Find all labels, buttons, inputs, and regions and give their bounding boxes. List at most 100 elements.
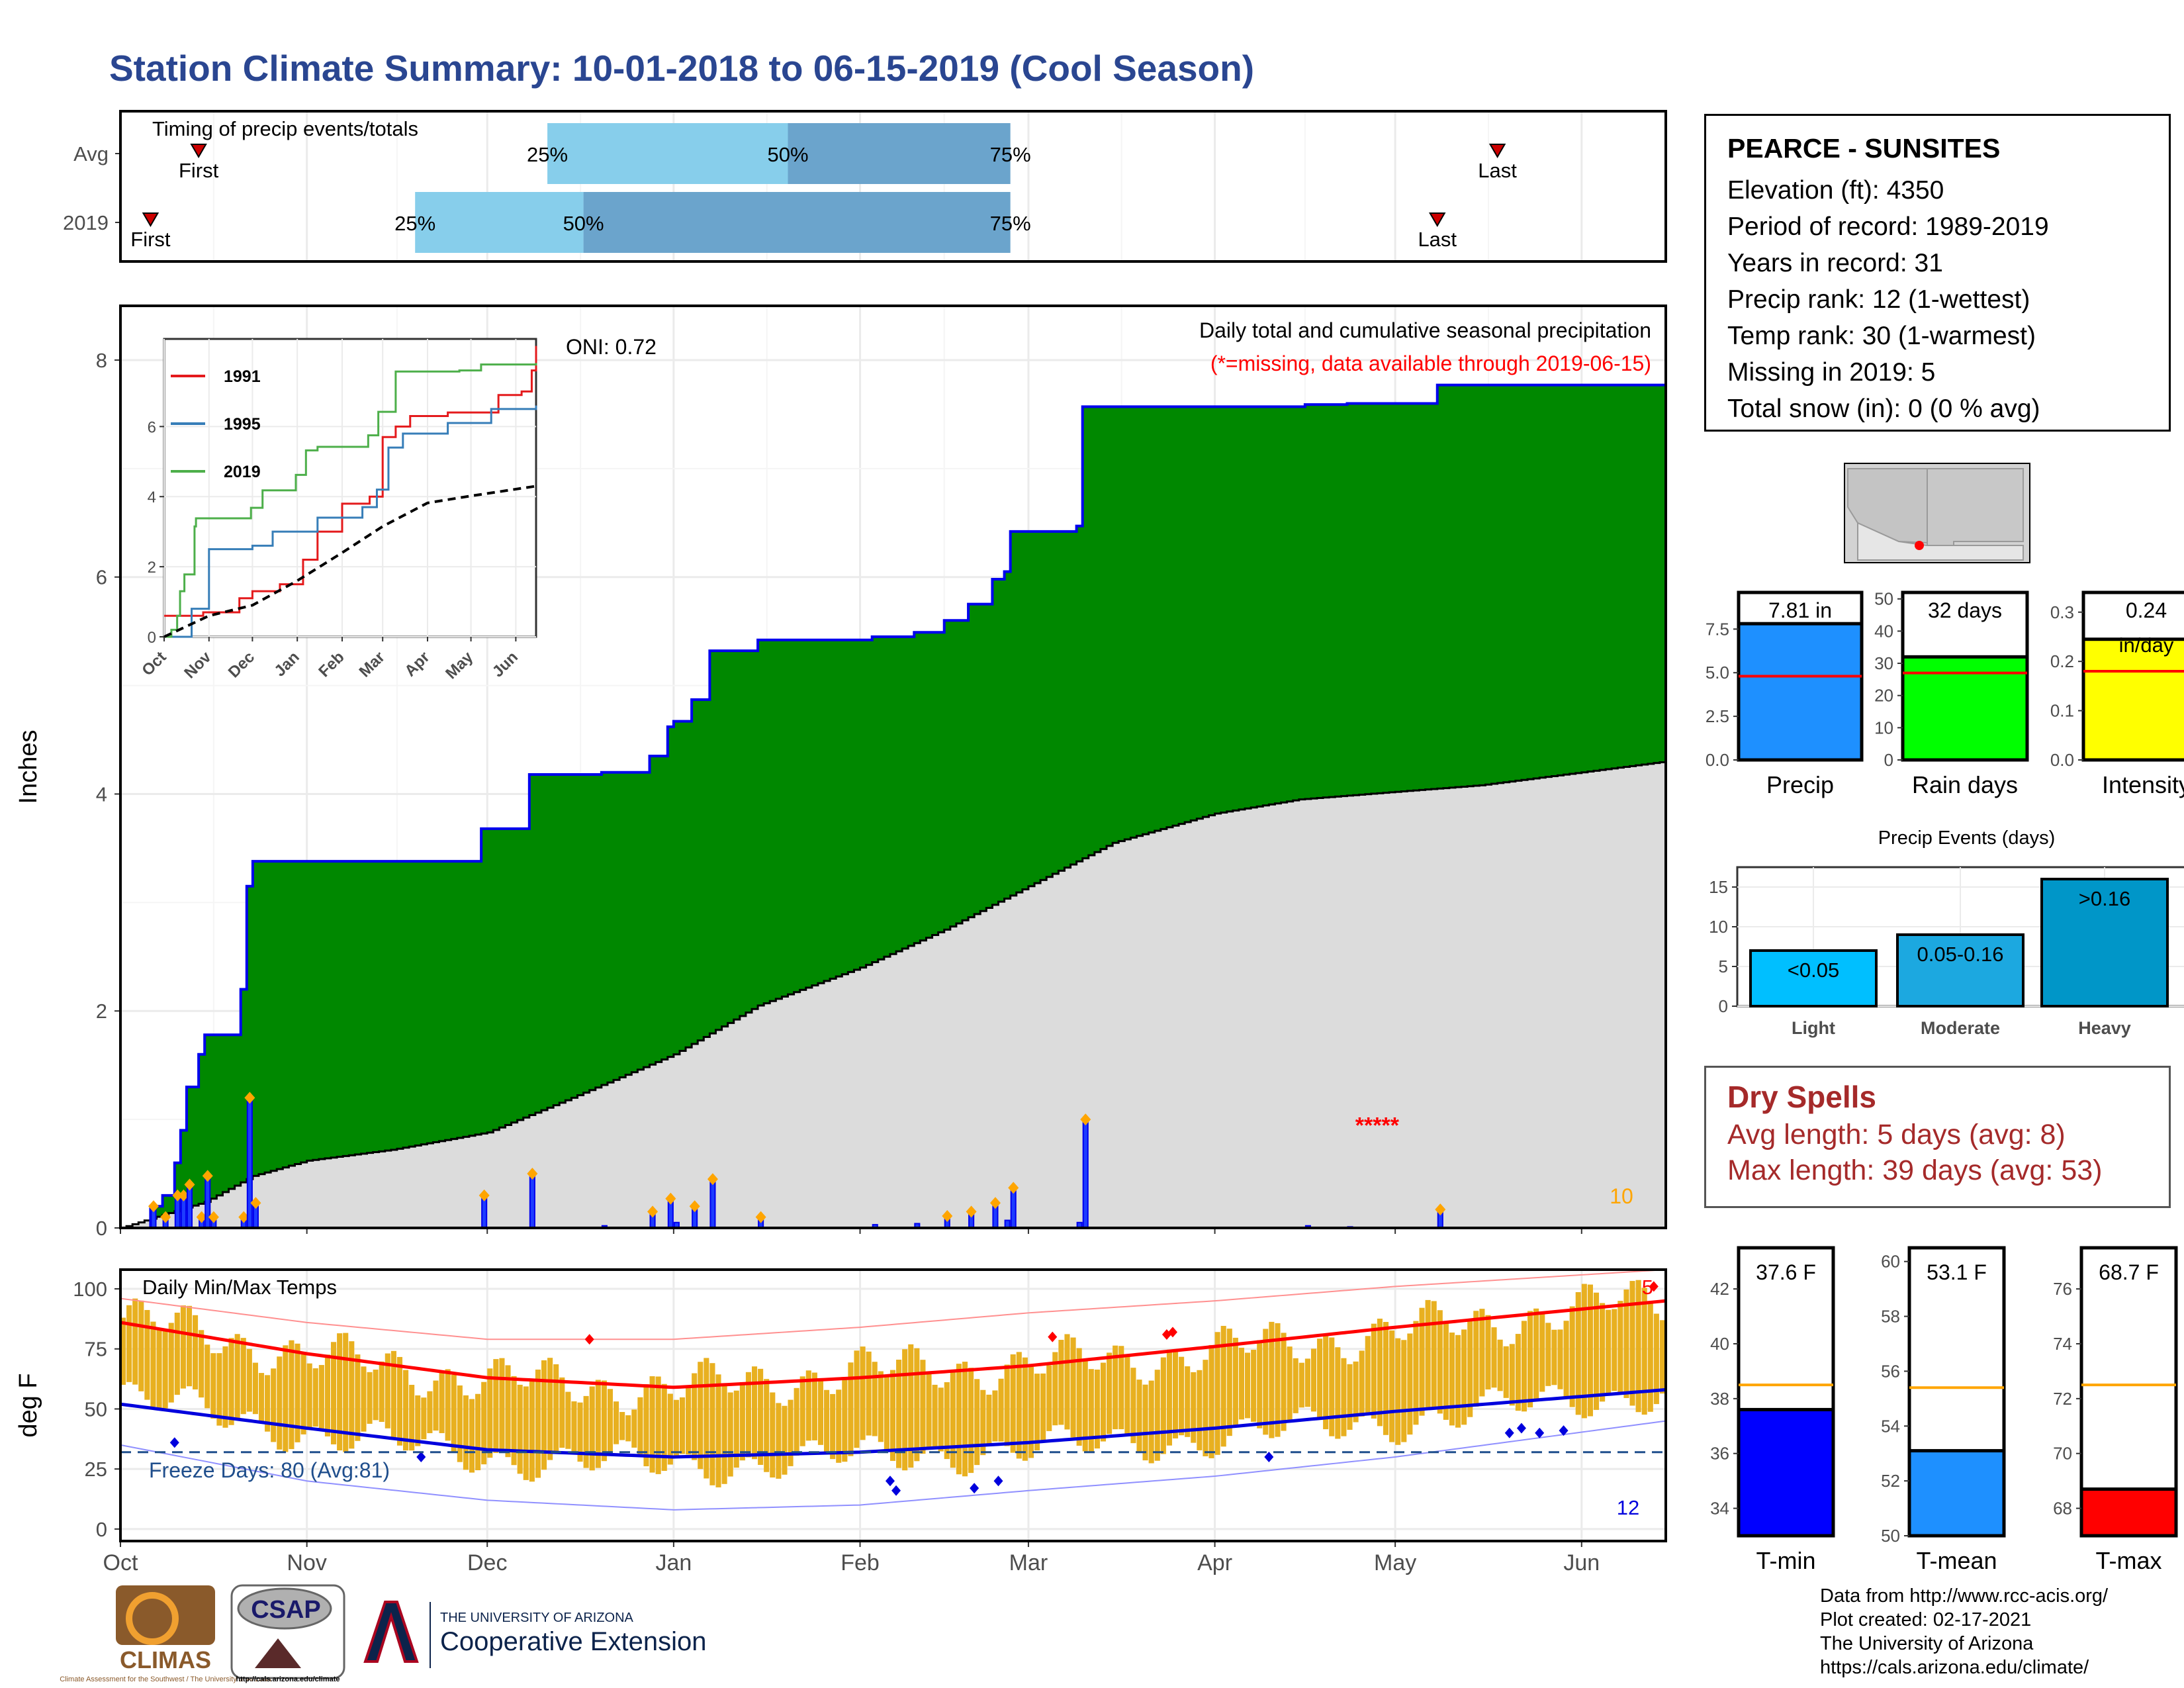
precip-summary-bars: 7.81 in Precip 0.0 2.5 5.0 7.5 32 days Rain day… <box>1706 589 2184 798</box>
timing-label-50: 50% <box>767 143 808 166</box>
daily-temp-range-bar <box>403 1370 409 1451</box>
events-x-label: Heavy <box>2078 1018 2131 1038</box>
daily-temp-range-bar <box>764 1379 770 1472</box>
daily-temp-range-bar <box>433 1380 439 1431</box>
daily-temp-range-bar <box>199 1330 205 1398</box>
daily-temp-range-bar <box>1070 1337 1076 1438</box>
avg-max-line <box>120 1299 1666 1389</box>
daily-temp-range-bar <box>1317 1338 1323 1421</box>
record-low-marker <box>1264 1452 1274 1463</box>
daily-temp-range-bar <box>511 1376 517 1466</box>
daily-temp-range-bar <box>1653 1313 1659 1405</box>
temps-frame <box>119 1268 1667 1542</box>
temps-x-tick-label: Feb <box>841 1550 880 1575</box>
temp-y-tick-label: 68 <box>2053 1499 2072 1519</box>
daily-temp-range-bar <box>1623 1289 1629 1398</box>
daily-temp-range-bar <box>1172 1349 1179 1438</box>
daily-temp-range-bar <box>1359 1350 1365 1417</box>
daily-temp-range-bar <box>1617 1301 1623 1393</box>
daily-temp-range-bar <box>956 1364 962 1475</box>
daily-precip-marker <box>966 1205 977 1218</box>
daily-temp-range-bar <box>1154 1370 1160 1461</box>
summary-y-tick-label: 0.3 <box>2050 602 2074 622</box>
daily-temp-range-bar <box>1028 1366 1034 1458</box>
daily-temp-range-bar <box>205 1344 210 1409</box>
daily-temp-range-bar <box>246 1348 252 1412</box>
daily-temp-range-bar <box>1179 1356 1185 1436</box>
daily-temp-range-bar <box>986 1394 992 1446</box>
record-low-count: 12 <box>1617 1496 1639 1519</box>
daily-temp-range-bar <box>830 1393 836 1460</box>
ua-logo-a <box>363 1601 419 1663</box>
daily-temp-range-bar <box>1545 1323 1551 1386</box>
footer-line: https://cals.arizona.edu/climate/ <box>1820 1657 2089 1678</box>
cumulative-2019-line <box>120 381 1667 1229</box>
daily-temp-range-bar <box>794 1387 799 1456</box>
daily-temp-range-bar <box>1046 1365 1052 1431</box>
precip-frame <box>119 305 1667 1229</box>
daily-precip-bar <box>186 1184 193 1229</box>
daily-temp-range-bar <box>300 1353 306 1434</box>
temps-x-tick-label: Jun <box>1563 1550 1600 1575</box>
climas-logo-ring <box>126 1592 179 1645</box>
daily-temp-range-bar <box>1635 1280 1641 1413</box>
daily-temp-range-bar <box>1467 1319 1473 1417</box>
daily-temp-range-bar <box>349 1341 355 1449</box>
daily-temp-range-bar <box>1377 1319 1383 1427</box>
record-low-marker <box>1535 1427 1545 1438</box>
record-low-marker <box>970 1483 979 1494</box>
daily-temp-range-bar <box>1136 1380 1142 1453</box>
daily-temp-range-bar <box>1419 1307 1425 1416</box>
daily-precip-marker <box>647 1205 659 1218</box>
daily-temp-range-bar <box>1269 1321 1275 1438</box>
csap-logo-url: http://cals.arizona.edu/climate <box>236 1675 340 1683</box>
daily-temp-range-bar <box>565 1391 571 1449</box>
oni-label: ONI: 0.72 <box>566 335 657 359</box>
temp-bar <box>2079 1487 2178 1538</box>
daily-temp-range-bar <box>1298 1362 1304 1408</box>
timing-frame <box>119 110 1667 263</box>
summary-y-tick-label: 50 <box>1874 589 1893 609</box>
daily-temp-range-bar <box>1160 1357 1166 1454</box>
daily-temp-range-bar <box>222 1346 228 1428</box>
climas-logo-text: CLIMAS <box>120 1646 211 1673</box>
daily-temp-range-bar <box>318 1365 324 1430</box>
daily-temp-range-bar <box>577 1402 583 1462</box>
timing-chart: Timing of precip events/totals 25% 50% 75% F… <box>63 110 1667 263</box>
daily-precip-marker <box>250 1197 261 1209</box>
temp-value-label: 68.7 F <box>2099 1260 2159 1284</box>
daily-temp-range-bar <box>679 1397 686 1454</box>
daily-temp-range-bar <box>1016 1352 1022 1459</box>
station-temp-rank: Temp rank: 30 (1-warmest) <box>1727 322 2036 350</box>
daily-temp-range-bar <box>817 1380 824 1445</box>
daily-temp-range-bar <box>421 1397 427 1440</box>
daily-temp-range-bar <box>1142 1384 1148 1461</box>
temp-bar <box>1907 1449 2006 1538</box>
daily-precip-marker <box>178 1189 189 1201</box>
daily-temp-range-bar <box>457 1385 463 1462</box>
inset-series-line <box>164 363 537 638</box>
daily-temp-range-bar <box>974 1379 980 1466</box>
daily-temp-range-bar <box>631 1409 637 1448</box>
timing-bar-50-75 <box>788 123 1011 184</box>
daily-precip-marker <box>527 1168 538 1180</box>
temps-y-tick-label: 75 <box>85 1338 107 1361</box>
daily-temp-range-bar <box>1521 1321 1527 1412</box>
daily-temp-range-bar <box>1113 1345 1118 1430</box>
timing-marker-last <box>1429 212 1446 227</box>
daily-temp-range-bar <box>1347 1364 1353 1430</box>
daily-temp-range-bar <box>1515 1334 1521 1411</box>
avg-cumulative-line <box>120 761 1667 1229</box>
daily-temp-range-bar <box>1076 1348 1082 1446</box>
daily-precip-marker <box>1080 1113 1091 1126</box>
events-y-tick-label: 0 <box>1719 996 1728 1016</box>
daily-temp-range-bar <box>1107 1352 1113 1434</box>
daily-temp-range-bar <box>1473 1311 1479 1407</box>
record-min-line <box>120 1420 1666 1511</box>
daily-temp-range-bar <box>782 1405 788 1475</box>
daily-temp-range-bar <box>1148 1380 1154 1464</box>
daily-temp-range-bar <box>1022 1357 1028 1461</box>
daily-temp-range-bar <box>228 1338 234 1425</box>
daily-temp-range-bar <box>390 1350 396 1438</box>
daily-temp-range-bar <box>860 1346 866 1440</box>
